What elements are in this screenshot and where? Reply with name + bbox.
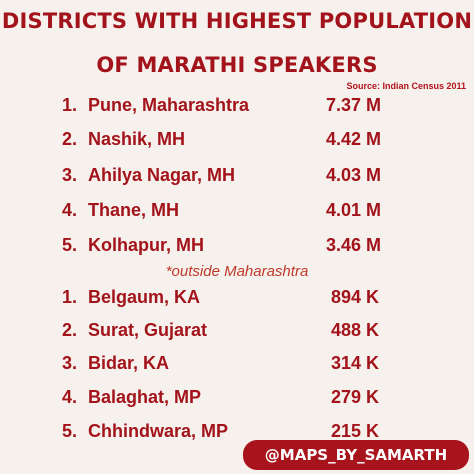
district-name: Belgaum, KA xyxy=(88,287,201,307)
district-name: Nashik, MH xyxy=(88,129,186,149)
population-value: 4.03 M xyxy=(326,165,382,185)
population-value: 7.37 M xyxy=(326,95,382,115)
district-name: Balaghat, MP xyxy=(88,387,202,407)
district-name: Ahilya Nagar, MH xyxy=(88,165,236,185)
rank-number: 2. xyxy=(62,320,78,340)
district-name: Kolhapur, MH xyxy=(88,235,204,255)
rank-number: 5. xyxy=(62,235,78,255)
district-name: Thane, MH xyxy=(88,200,180,220)
list-item: 4. Thane, MH 4.01 M xyxy=(0,200,474,230)
rank-number: 4. xyxy=(62,200,78,220)
list-item: 2. Nashik, MH 4.42 M xyxy=(0,129,474,159)
population-value: 215 K xyxy=(331,421,380,441)
district-name: Bidar, KA xyxy=(88,353,170,373)
rank-number: 5. xyxy=(62,421,78,441)
author-handle-badge: @MAPS_BY_SAMARTH xyxy=(243,440,469,470)
population-value: 4.01 M xyxy=(326,200,382,220)
district-name: Pune, Maharashtra xyxy=(88,95,250,115)
list-item: 5. Chhindwara, MP 215 K xyxy=(0,421,474,451)
rank-number: 1. xyxy=(62,95,78,115)
population-value: 314 K xyxy=(331,353,380,373)
list-item: 3. Ahilya Nagar, MH 4.03 M xyxy=(0,165,474,195)
list-item: 1. Belgaum, KA 894 K xyxy=(0,287,474,317)
page-title: Districts with highest population xyxy=(1,9,473,33)
list-item: 1. Pune, Maharashtra 7.37 M xyxy=(0,95,474,125)
district-name: Surat, Gujarat xyxy=(88,320,208,340)
population-value: 279 K xyxy=(331,387,380,407)
rank-number: 1. xyxy=(62,287,78,307)
source-note: Source: Indian Census 2011 xyxy=(346,81,466,91)
population-value: 488 K xyxy=(331,320,380,340)
population-value: 3.46 M xyxy=(326,235,382,255)
list-item: 4. Balaghat, MP 279 K xyxy=(0,387,474,417)
list-item: 2. Surat, Gujarat 488 K xyxy=(0,320,474,350)
district-name: Chhindwara, MP xyxy=(88,421,229,441)
list-item: 3. Bidar, KA 314 K xyxy=(0,353,474,383)
population-value: 894 K xyxy=(331,287,380,307)
rank-number: 3. xyxy=(62,165,78,185)
rank-number: 4. xyxy=(62,387,78,407)
rank-number: 3. xyxy=(62,353,78,373)
population-value: 4.42 M xyxy=(326,129,382,149)
outside-maharashtra-label: *outside Maharashtra xyxy=(165,263,309,280)
page-subtitle: of Marathi speakers xyxy=(96,53,378,77)
list-item: 5. Kolhapur, MH 3.46 M xyxy=(0,235,474,265)
rank-number: 2. xyxy=(62,129,78,149)
